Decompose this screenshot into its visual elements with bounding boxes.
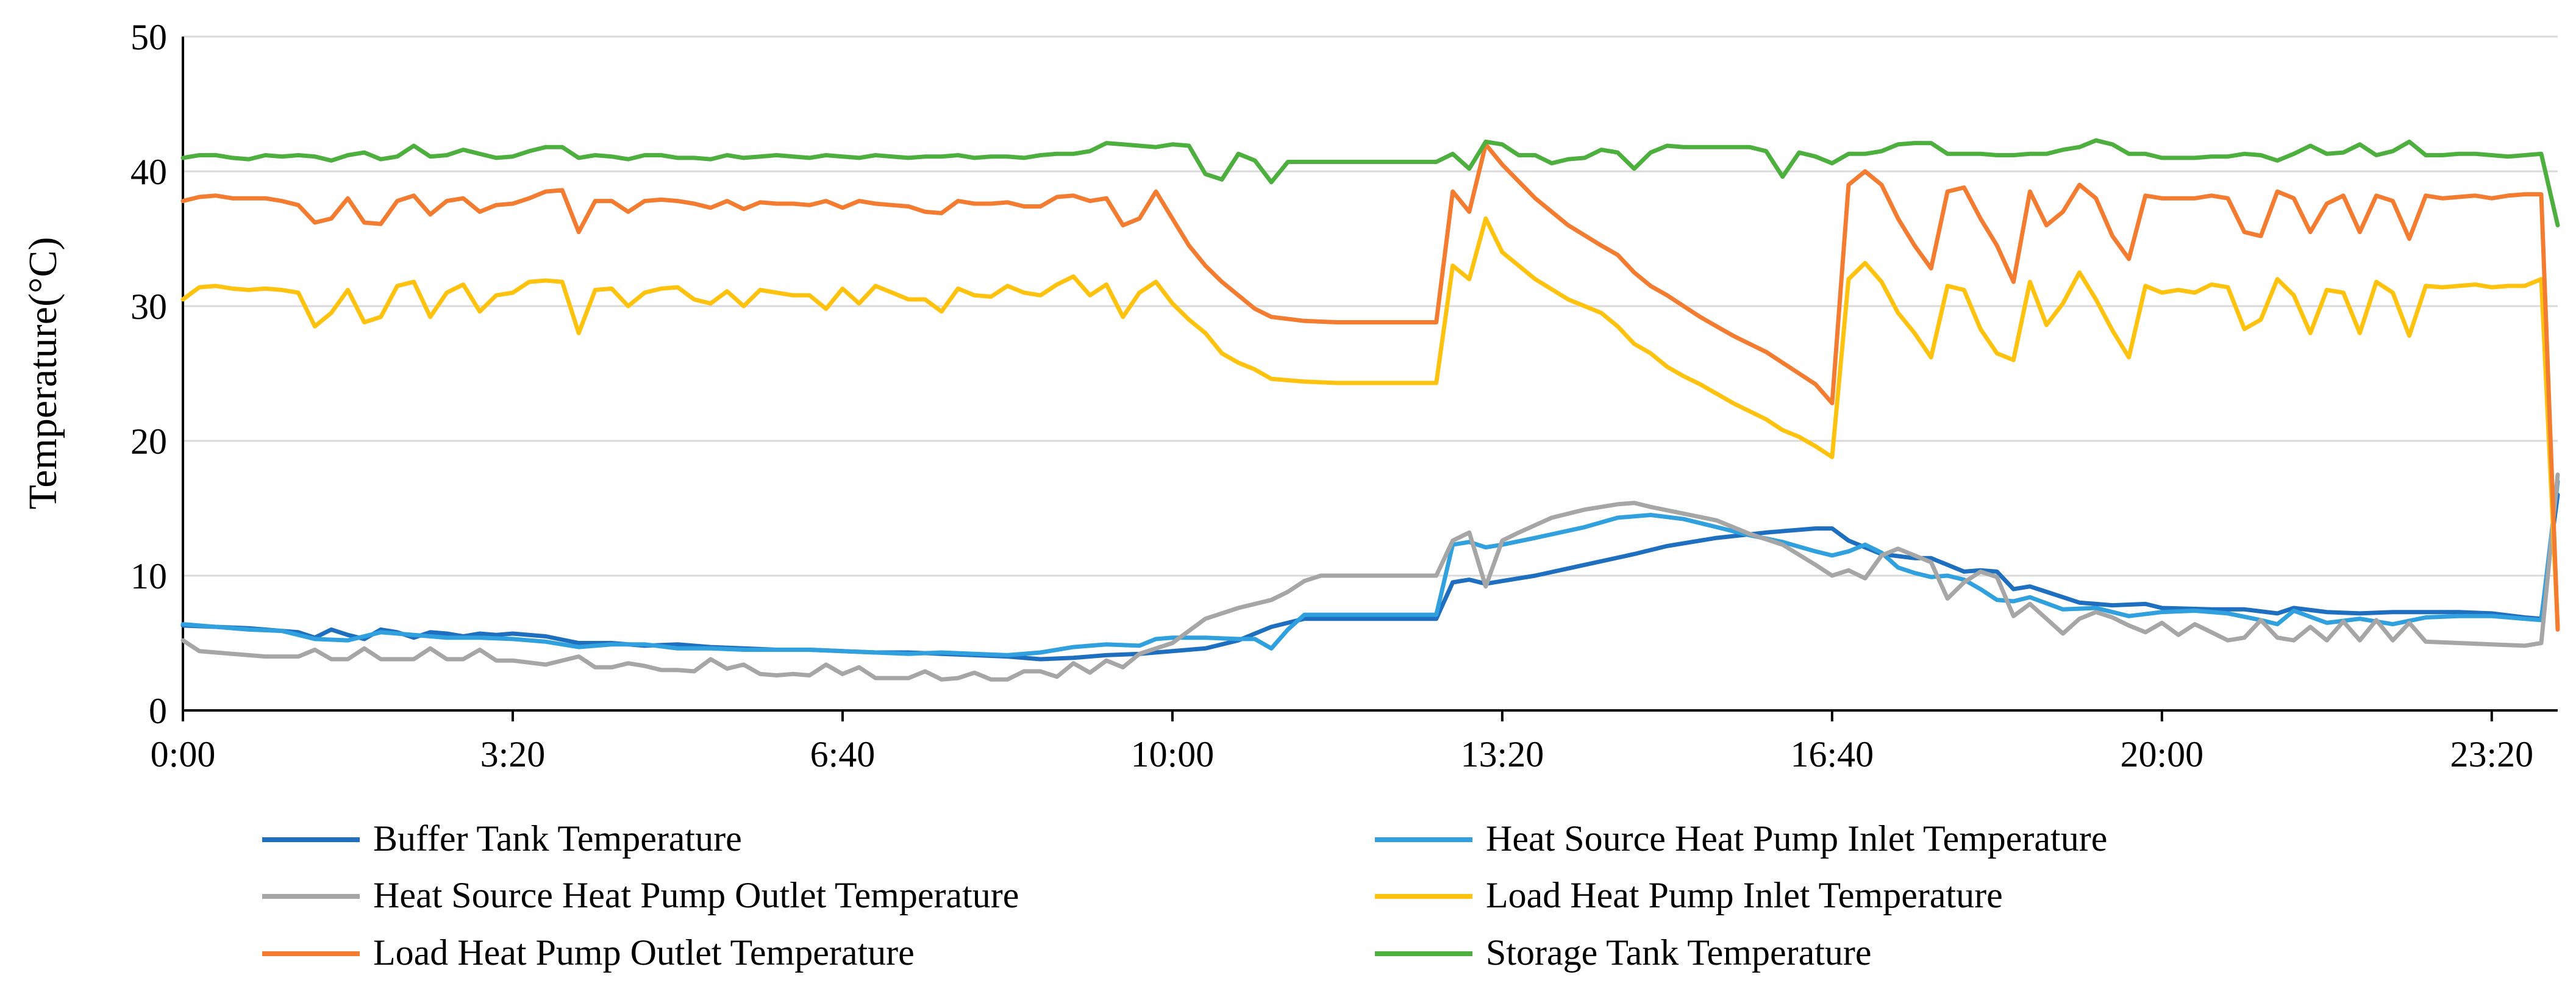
y-tick-label: 0 xyxy=(149,691,167,731)
y-tick-label: 30 xyxy=(130,287,167,327)
series-line-6 xyxy=(180,138,2560,227)
y-tick-label: 50 xyxy=(130,17,167,57)
series-line-5 xyxy=(180,142,2560,632)
y-tick-labels: 0 10 20 30 40 50 xyxy=(130,17,167,731)
x-tick-label: 13:20 xyxy=(1461,734,1544,774)
series-line-4 xyxy=(180,216,2560,629)
legend: Buffer Tank Temperature Heat Source Heat … xyxy=(262,818,2107,973)
gridlines xyxy=(183,35,2558,577)
legend-label-2: Heat Source Heat Pump Inlet Temperature xyxy=(1486,818,2107,859)
x-tick-label: 3:20 xyxy=(480,734,546,774)
x-tick-label: 10:00 xyxy=(1131,734,1215,774)
x-tick-label: 6:40 xyxy=(810,734,876,774)
series-line-3 xyxy=(180,472,2560,682)
legend-label-5: Load Heat Pump Outlet Temperature xyxy=(373,932,915,973)
legend-label-3: Heat Source Heat Pump Outlet Temperature xyxy=(373,875,1019,915)
x-tick-labels: 0:00 3:20 6:40 10:00 13:20 16:40 20:00 23:20 xyxy=(151,734,2533,774)
y-tick-label: 10 xyxy=(130,556,167,596)
x-tick-label: 20:00 xyxy=(2120,734,2203,774)
series-lines xyxy=(180,138,2560,682)
x-tick-label: 16:40 xyxy=(1791,734,1874,774)
series-line-2 xyxy=(180,479,2560,657)
legend-label-6: Storage Tank Temperature xyxy=(1486,932,1872,973)
legend-label-1: Buffer Tank Temperature xyxy=(373,818,742,859)
axes xyxy=(182,37,2558,721)
x-tick-label: 0:00 xyxy=(151,734,216,774)
y-tick-label: 20 xyxy=(130,421,167,462)
legend-label-4: Load Heat Pump Inlet Temperature xyxy=(1486,875,2003,915)
x-tick-label: 23:20 xyxy=(2450,734,2533,774)
y-axis-title: Temperature(°C) xyxy=(21,237,65,510)
y-tick-label: 40 xyxy=(130,152,167,192)
